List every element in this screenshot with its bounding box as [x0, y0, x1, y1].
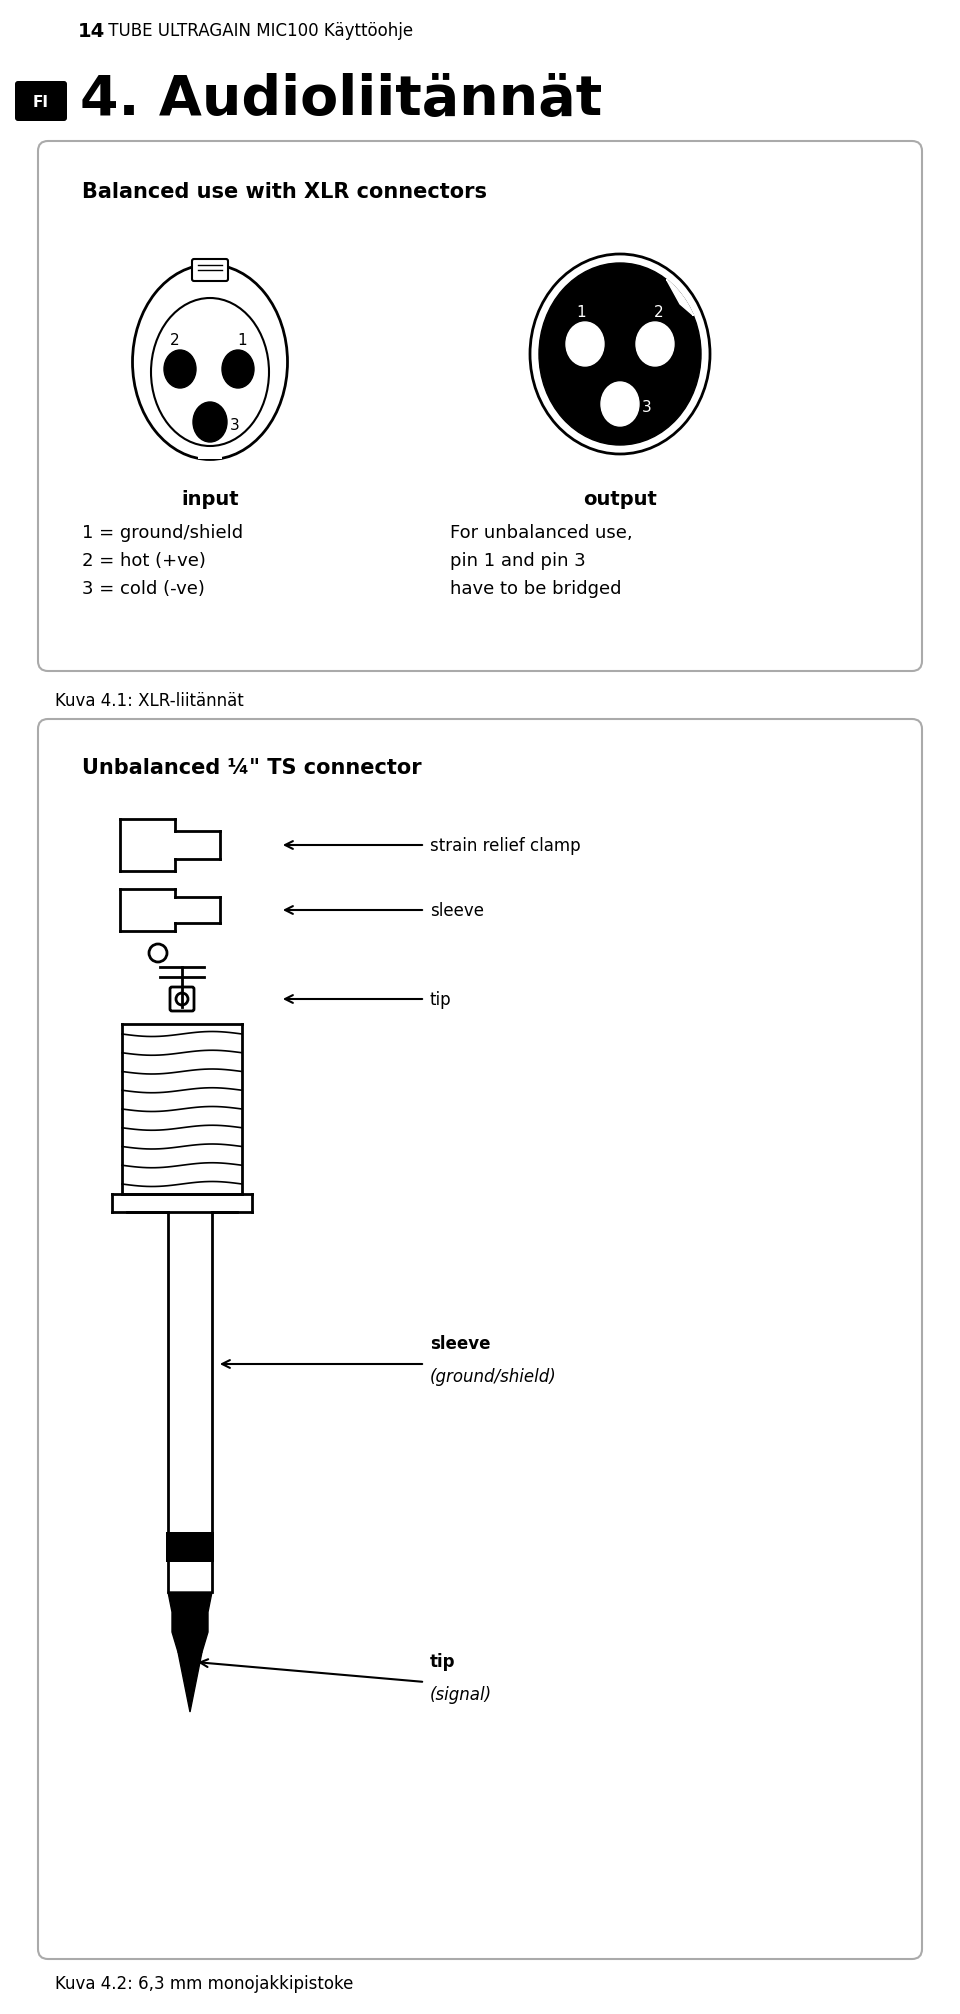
FancyBboxPatch shape — [170, 987, 194, 1011]
Text: 2 = hot (+ve): 2 = hot (+ve) — [82, 552, 205, 570]
Text: Kuva 4.1: XLR-liitännät: Kuva 4.1: XLR-liitännät — [55, 691, 244, 709]
Text: 4. Audioliitännät: 4. Audioliitännät — [80, 73, 602, 127]
Text: 1 = ground/shield: 1 = ground/shield — [82, 524, 243, 542]
FancyBboxPatch shape — [198, 449, 222, 459]
FancyBboxPatch shape — [38, 719, 922, 1960]
Circle shape — [176, 993, 188, 1005]
Polygon shape — [178, 1651, 202, 1712]
Text: input: input — [181, 489, 239, 510]
Text: 1: 1 — [237, 332, 247, 348]
Text: 14: 14 — [78, 22, 106, 40]
Text: strain relief clamp: strain relief clamp — [430, 836, 581, 854]
Text: For unbalanced use,
pin 1 and pin 3
have to be bridged: For unbalanced use, pin 1 and pin 3 have… — [450, 524, 633, 598]
Text: output: output — [583, 489, 657, 510]
Text: TUBE ULTRAGAIN MIC100 Käyttöohje: TUBE ULTRAGAIN MIC100 Käyttöohje — [103, 22, 413, 40]
Ellipse shape — [222, 350, 254, 389]
Text: FI: FI — [33, 95, 49, 109]
Text: Kuva 4.2: 6,3 mm monojakkipistoke: Kuva 4.2: 6,3 mm monojakkipistoke — [55, 1974, 353, 1992]
Ellipse shape — [132, 266, 287, 461]
Ellipse shape — [539, 264, 701, 445]
Ellipse shape — [193, 403, 227, 443]
Text: 3: 3 — [642, 399, 652, 415]
Text: tip: tip — [430, 1651, 455, 1670]
Text: (ground/shield): (ground/shield) — [430, 1368, 557, 1386]
Text: 2: 2 — [170, 332, 180, 348]
FancyBboxPatch shape — [192, 260, 228, 282]
Ellipse shape — [636, 322, 674, 367]
Text: 3 = cold (-ve): 3 = cold (-ve) — [82, 580, 204, 598]
Text: sleeve: sleeve — [430, 1335, 491, 1351]
Ellipse shape — [151, 298, 269, 447]
Circle shape — [149, 945, 167, 963]
Text: 1: 1 — [576, 304, 586, 320]
Ellipse shape — [530, 256, 710, 455]
Text: 2: 2 — [654, 304, 663, 320]
Text: (signal): (signal) — [430, 1686, 492, 1704]
Bar — [166, 1533, 214, 1563]
Text: tip: tip — [430, 991, 451, 1009]
Polygon shape — [168, 1593, 212, 1651]
Text: Unbalanced ¼" TS connector: Unbalanced ¼" TS connector — [82, 757, 421, 777]
Text: sleeve: sleeve — [430, 902, 484, 920]
FancyBboxPatch shape — [15, 83, 67, 123]
FancyBboxPatch shape — [38, 141, 922, 671]
Ellipse shape — [601, 383, 639, 427]
Text: Balanced use with XLR connectors: Balanced use with XLR connectors — [82, 181, 487, 201]
Polygon shape — [666, 280, 693, 316]
Text: 3: 3 — [230, 417, 240, 433]
Ellipse shape — [164, 350, 196, 389]
Ellipse shape — [566, 322, 604, 367]
